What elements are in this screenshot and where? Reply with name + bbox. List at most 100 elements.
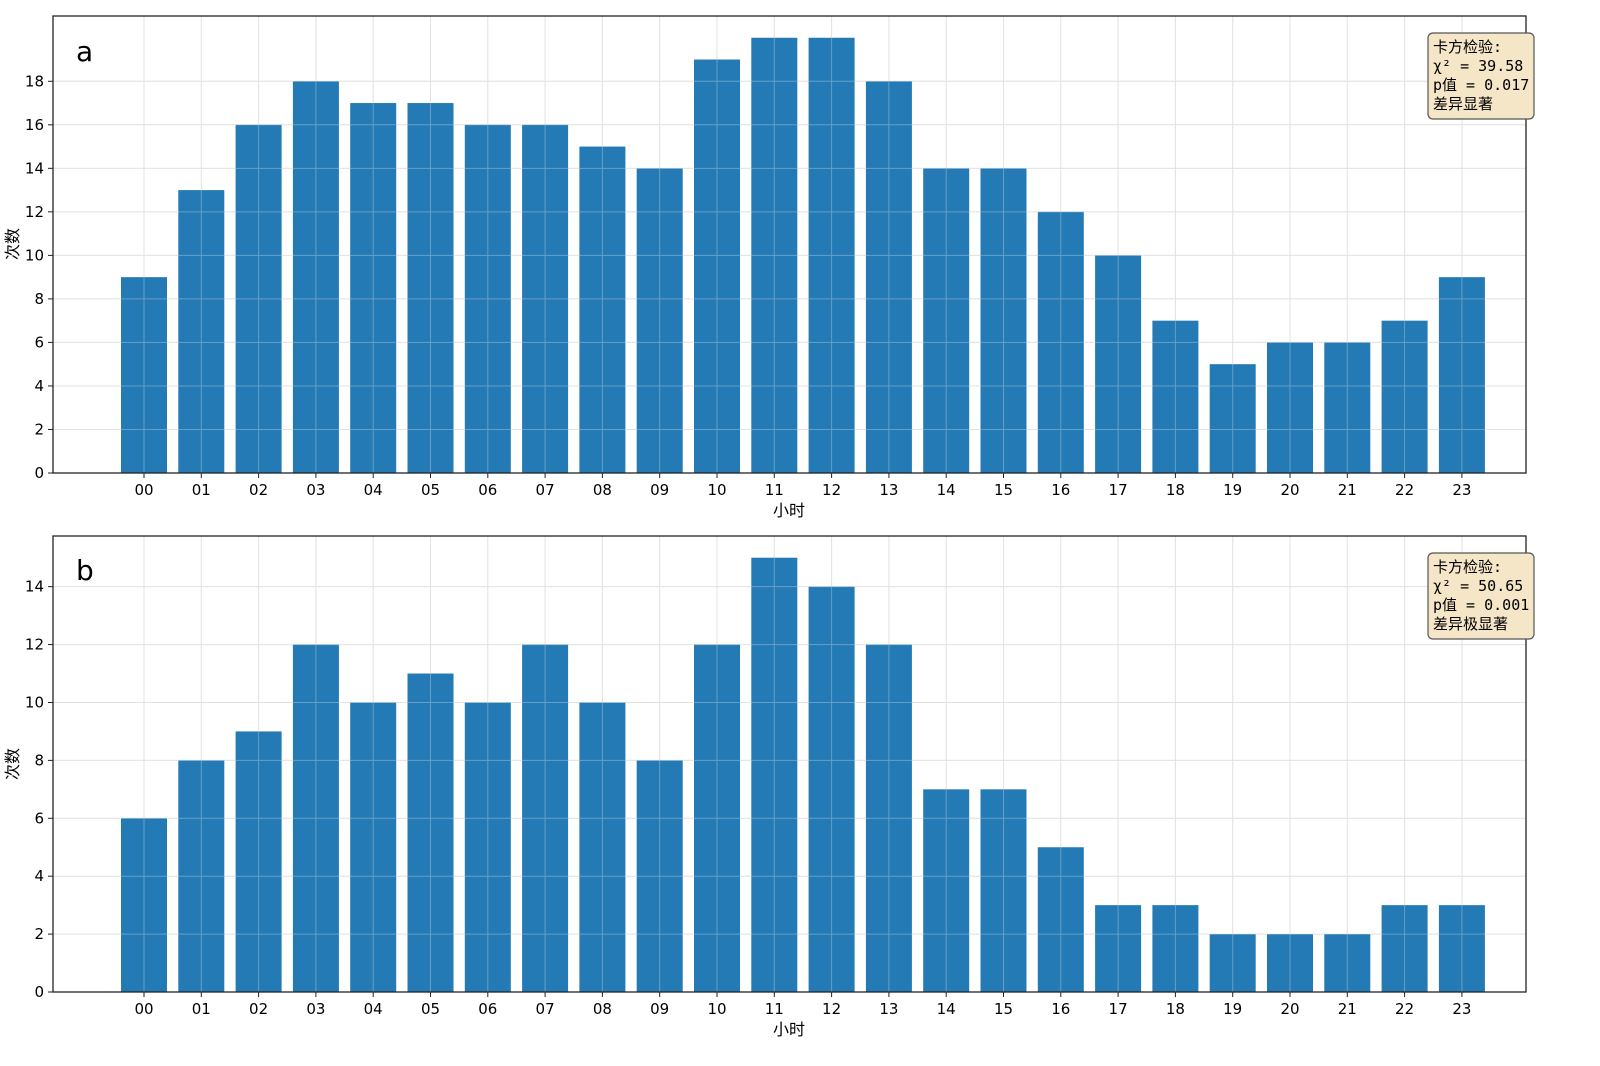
bar-09 bbox=[636, 760, 683, 992]
bar-10 bbox=[694, 59, 740, 474]
y-tick-label: 18 bbox=[25, 72, 44, 90]
x-tick-label: 19 bbox=[1223, 1000, 1242, 1018]
y-axis-title: 次数 bbox=[3, 228, 22, 260]
bar-20 bbox=[1267, 342, 1313, 473]
x-tick-label: 18 bbox=[1166, 481, 1185, 499]
bar-12 bbox=[808, 586, 855, 992]
bar-00 bbox=[121, 277, 167, 473]
x-tick-label: 04 bbox=[364, 481, 383, 499]
bar-series bbox=[121, 557, 1485, 992]
bar-23 bbox=[1438, 905, 1485, 992]
bar-07 bbox=[522, 124, 569, 474]
bar-16 bbox=[1037, 847, 1084, 992]
bar-01 bbox=[178, 760, 225, 992]
stat-title: 卡方检验: bbox=[1433, 558, 1502, 576]
bar-22 bbox=[1381, 905, 1428, 992]
bar-11 bbox=[751, 37, 798, 474]
x-tick-label: 14 bbox=[937, 1000, 956, 1018]
bar-04 bbox=[350, 103, 397, 474]
grid-overlay bbox=[53, 536, 1526, 993]
stat-title: 卡方检验: bbox=[1433, 38, 1502, 56]
x-tick-label: 12 bbox=[822, 1000, 841, 1018]
bar-series bbox=[121, 37, 1485, 474]
plot-area-frame bbox=[52, 15, 1527, 474]
x-tick-label: 23 bbox=[1452, 1000, 1471, 1018]
bar-13 bbox=[865, 644, 912, 992]
y-tick-label: 2 bbox=[34, 420, 44, 438]
plot-area-frame bbox=[52, 535, 1527, 993]
x-tick-label: 21 bbox=[1338, 481, 1357, 499]
bar-21 bbox=[1324, 342, 1371, 473]
stat-conclusion: 差异极显著 bbox=[1433, 615, 1508, 633]
bar-15 bbox=[980, 789, 1027, 992]
x-tick-label: 09 bbox=[650, 481, 669, 499]
x-tick-label: 08 bbox=[593, 481, 612, 499]
x-tick-label: 08 bbox=[593, 1000, 612, 1018]
grid-overlay bbox=[53, 16, 1526, 474]
bar-11 bbox=[751, 557, 798, 992]
bar-22 bbox=[1381, 320, 1428, 473]
y-tick-label: 12 bbox=[25, 203, 44, 221]
y-tick-label: 0 bbox=[34, 464, 44, 482]
x-tick-label: 10 bbox=[707, 1000, 726, 1018]
stat-annotation-box bbox=[1427, 552, 1535, 640]
stat-conclusion: 差异显著 bbox=[1433, 95, 1493, 113]
bar-00 bbox=[121, 818, 167, 992]
x-tick-label: 15 bbox=[994, 481, 1013, 499]
y-tick-label: 14 bbox=[25, 578, 44, 596]
bar-03 bbox=[292, 81, 339, 474]
x-tick-label: 19 bbox=[1223, 481, 1242, 499]
bar-14 bbox=[923, 168, 970, 474]
x-tick-label: 06 bbox=[478, 481, 497, 499]
x-tick-label: 20 bbox=[1280, 481, 1299, 499]
x-tick-label: 16 bbox=[1051, 1000, 1070, 1018]
x-tick-label: 05 bbox=[421, 481, 440, 499]
y-tick-label: 4 bbox=[34, 377, 44, 395]
x-tick-label: 16 bbox=[1051, 481, 1070, 499]
x-tick-label: 18 bbox=[1166, 1000, 1185, 1018]
x-tick-label: 13 bbox=[879, 1000, 898, 1018]
bar-02 bbox=[235, 124, 282, 474]
x-tick-label: 02 bbox=[249, 481, 268, 499]
x-axis-title: 小时 bbox=[773, 501, 805, 520]
x-tick-label: 09 bbox=[650, 1000, 669, 1018]
bar-12 bbox=[808, 37, 855, 474]
bar-01 bbox=[178, 190, 225, 473]
panel-label: a bbox=[76, 35, 93, 68]
x-tick-label: 12 bbox=[822, 481, 841, 499]
bar-17 bbox=[1095, 905, 1142, 992]
stat-annotation-box bbox=[1427, 32, 1535, 120]
y-tick-label: 0 bbox=[34, 983, 44, 1001]
bar-16 bbox=[1037, 211, 1084, 473]
bar-19 bbox=[1209, 934, 1256, 992]
bar-07 bbox=[522, 644, 569, 992]
stat-p-value: p值 = 0.001 bbox=[1433, 596, 1529, 614]
bar-15 bbox=[980, 168, 1027, 474]
bar-19 bbox=[1209, 364, 1256, 473]
x-tick-label: 22 bbox=[1395, 481, 1414, 499]
bar-08 bbox=[579, 146, 626, 474]
x-tick-label: 07 bbox=[536, 481, 555, 499]
x-tick-label: 11 bbox=[765, 1000, 784, 1018]
x-tick-label: 17 bbox=[1109, 1000, 1128, 1018]
stat-annotation: 卡方检验: χ² = 39.58 p值 = 0.017 差异显著 bbox=[1427, 32, 1535, 120]
bar-10 bbox=[694, 644, 740, 992]
bar-04 bbox=[350, 702, 397, 992]
y-tick-label: 8 bbox=[34, 751, 44, 769]
x-tick-label: 07 bbox=[536, 1000, 555, 1018]
x-tick-label: 20 bbox=[1280, 1000, 1299, 1018]
stat-annotation: 卡方检验: χ² = 50.65 p值 = 0.001 差异极显著 bbox=[1427, 552, 1535, 640]
bar-06 bbox=[464, 702, 511, 992]
bar-06 bbox=[464, 124, 511, 474]
x-tick-label: 13 bbox=[879, 481, 898, 499]
bar-09 bbox=[636, 168, 683, 474]
bar-13 bbox=[865, 81, 912, 474]
x-tick-label: 23 bbox=[1452, 481, 1471, 499]
stat-chi-square: χ² = 50.65 bbox=[1433, 577, 1523, 595]
y-tick-label: 2 bbox=[34, 925, 44, 943]
x-tick-label: 03 bbox=[306, 1000, 325, 1018]
chart-panel-a: a 小时 次数 卡方检验: χ² = 39.58 p值 = 0.017 差异显著… bbox=[3, 15, 1535, 520]
bar-21 bbox=[1324, 934, 1371, 992]
x-tick-label: 04 bbox=[364, 1000, 383, 1018]
